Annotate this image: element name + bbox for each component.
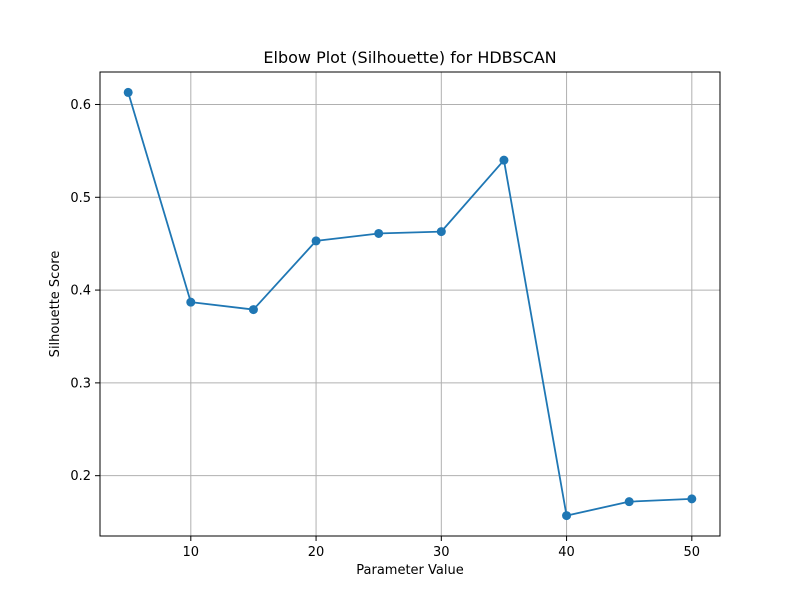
data-point-marker bbox=[374, 228, 384, 238]
y-axis-label: Silhouette Score bbox=[48, 251, 63, 358]
data-point-marker bbox=[499, 155, 509, 165]
y-tick-label: 0.3 bbox=[70, 376, 91, 391]
axis-ticks: 10 20 30 40 50 0.2 0.3 0.4 0.5 0.6 bbox=[70, 98, 700, 560]
x-tick-label: 20 bbox=[308, 545, 325, 560]
x-tick-label: 30 bbox=[433, 545, 450, 560]
data-point-marker bbox=[562, 511, 572, 521]
data-point-marker bbox=[624, 497, 634, 507]
grid-lines bbox=[100, 72, 720, 536]
series-line bbox=[127, 92, 692, 517]
x-tick-label: 10 bbox=[183, 545, 200, 560]
data-point-marker bbox=[687, 494, 697, 504]
plot-frame bbox=[99, 71, 721, 537]
data-series bbox=[123, 87, 697, 521]
y-tick-label: 0.6 bbox=[70, 98, 91, 113]
y-tick-label: 0.2 bbox=[70, 469, 91, 484]
y-tick-label: 0.5 bbox=[70, 191, 91, 206]
x-tick-label: 40 bbox=[558, 545, 575, 560]
x-tick-label: 50 bbox=[684, 545, 701, 560]
y-tick-label: 0.4 bbox=[70, 284, 91, 299]
data-point-marker bbox=[311, 236, 321, 246]
data-point-marker bbox=[123, 87, 133, 97]
chart-title: Elbow Plot (Silhouette) for HDBSCAN bbox=[263, 48, 556, 67]
data-point-marker bbox=[248, 305, 258, 315]
data-point-marker bbox=[186, 297, 196, 307]
data-point-marker bbox=[436, 227, 446, 237]
x-axis-label: Parameter Value bbox=[356, 563, 463, 578]
